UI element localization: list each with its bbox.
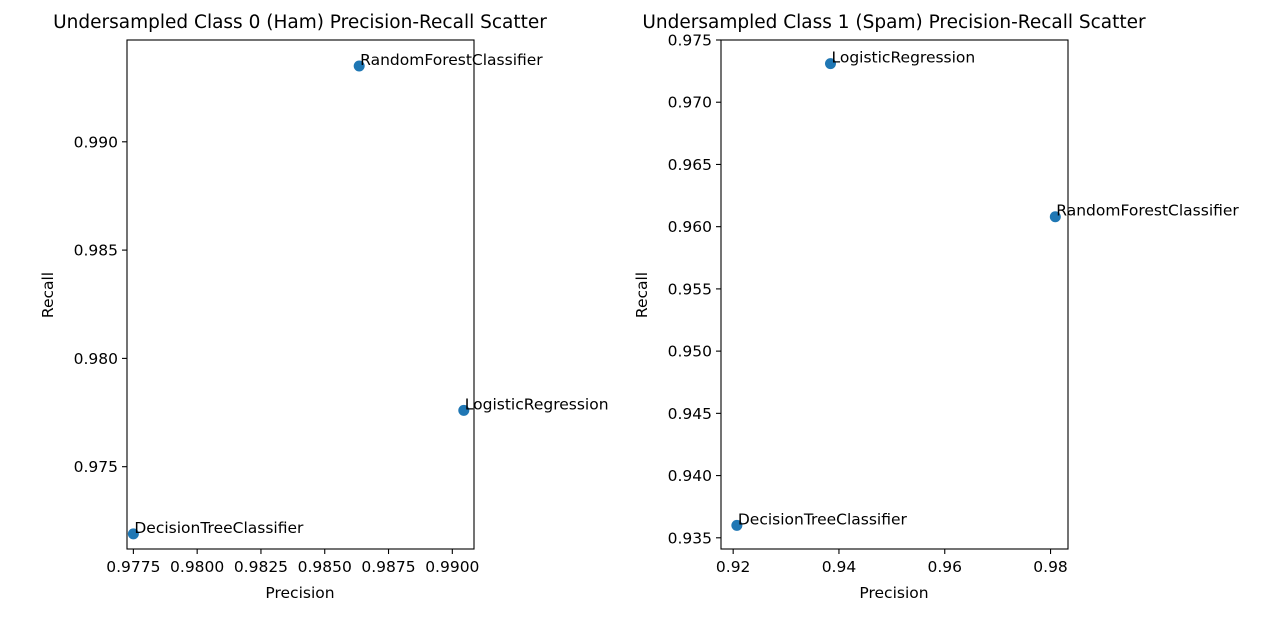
x-tick-label: 0.98 (1033, 558, 1068, 576)
ham-scatter-plot: Undersampled Class 0 (Ham) Precision-Rec… (39, 12, 609, 602)
y-tick-label: 0.940 (668, 467, 712, 485)
point-label: LogisticRegression (831, 49, 975, 67)
x-axis-label: Precision (859, 584, 928, 602)
plot-marks: 0.9775 0.9800 0.9825 0.9850 0.9875 0.9900 0.97… (74, 39, 609, 576)
scatter-point (1049, 211, 1061, 223)
y-tick-label: 0.945 (668, 405, 712, 423)
axes-frame (720, 39, 1069, 550)
x-axis-label: Precision (265, 584, 334, 602)
x-tick-label: 0.92 (716, 558, 751, 576)
plot-marks: 0.92 0.94 0.96 0.98 0.935 0.940 0.945 0.950 0.95… (668, 32, 1240, 577)
scatter-point (731, 519, 743, 531)
point-label: DecisionTreeClassifier (134, 519, 304, 537)
y-tick-label: 0.975 (74, 458, 118, 476)
scatter-point (458, 404, 470, 416)
y-tick-label: 0.955 (668, 280, 712, 298)
x-tick-label: 0.9900 (425, 558, 479, 576)
x-tick-label: 0.9875 (361, 558, 415, 576)
scatter-point (353, 60, 365, 72)
point-label: RandomForestClassifier (1056, 202, 1239, 220)
y-tick-label: 0.975 (668, 32, 712, 50)
x-tick-label: 0.9825 (234, 558, 288, 576)
point-label: DecisionTreeClassifier (738, 510, 908, 528)
x-tick-label: 0.9850 (298, 558, 352, 576)
y-tick-label: 0.960 (668, 218, 712, 236)
x-tick-label: 0.9800 (170, 558, 224, 576)
y-axis-label: Recall (633, 272, 651, 318)
scatter-point (127, 528, 139, 540)
x-tick-label: 0.96 (927, 558, 962, 576)
plot-title: Undersampled Class 0 (Ham) Precision-Rec… (53, 12, 547, 33)
spam-scatter-plot: Undersampled Class 1 (Spam) Precision-Re… (633, 12, 1239, 602)
x-tick-label: 0.94 (822, 558, 857, 576)
plot-title: Undersampled Class 1 (Spam) Precision-Re… (642, 12, 1146, 33)
axes-frame (126, 39, 475, 550)
x-tick-label: 0.9775 (106, 558, 160, 576)
point-label: RandomForestClassifier (360, 51, 543, 69)
y-tick-label: 0.935 (668, 529, 712, 547)
point-label: LogisticRegression (465, 395, 609, 413)
y-tick-label: 0.980 (74, 350, 118, 368)
y-axis-label: Recall (39, 272, 57, 318)
y-tick-label: 0.985 (74, 242, 118, 260)
scatter-point (824, 58, 836, 70)
y-tick-label: 0.990 (74, 133, 118, 151)
y-tick-label: 0.970 (668, 94, 712, 112)
y-tick-label: 0.950 (668, 343, 712, 361)
y-tick-label: 0.965 (668, 156, 712, 174)
